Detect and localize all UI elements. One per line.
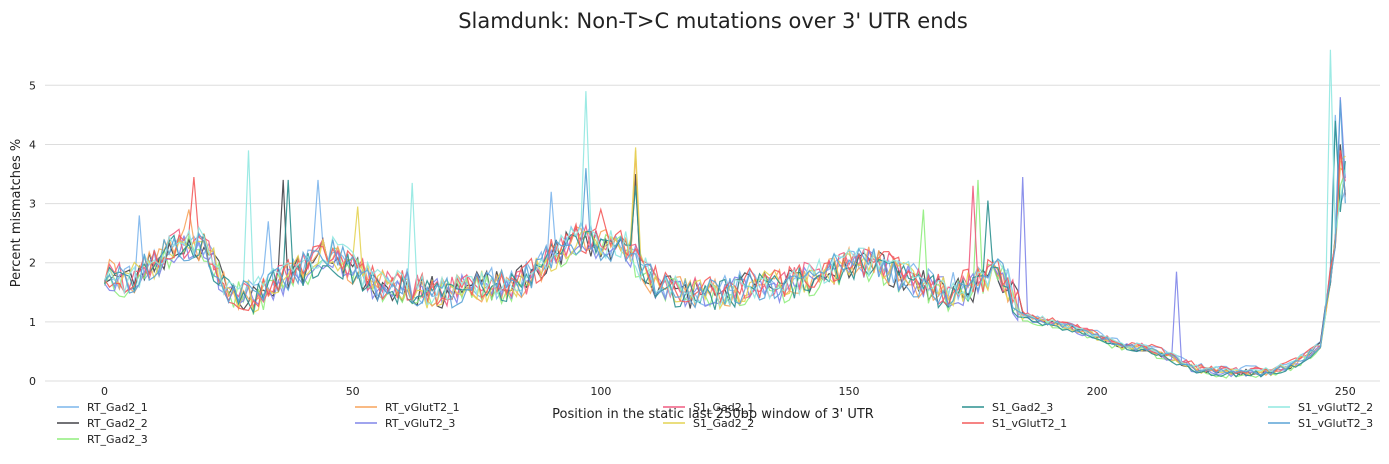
x-tick-label: 50 <box>346 385 360 398</box>
y-tick-label: 4 <box>29 138 36 151</box>
series-lines <box>104 49 1346 379</box>
x-axis-ticks: 0 50 100 150 200 250 <box>101 385 1356 398</box>
grid <box>45 84 1380 382</box>
legend-label: S1_Gad2_1 <box>693 401 754 414</box>
x-axis-label: Position in the static last 250bp window… <box>552 407 874 422</box>
y-tick-label: 1 <box>29 316 36 329</box>
legend-label: S1_Gad2_2 <box>693 417 754 430</box>
series-line <box>104 114 1346 374</box>
legend: RT_Gad2_1 RT_Gad2_2 RT_Gad2_3 RT_vGlutT2_1 R… <box>57 401 1373 446</box>
x-tick-label: 200 <box>1087 385 1108 398</box>
x-tick-label: 0 <box>101 385 108 398</box>
y-tick-label: 5 <box>29 79 36 92</box>
x-tick-label: 100 <box>590 385 611 398</box>
legend-label: S1_vGlutT2_3 <box>1298 417 1373 430</box>
y-tick-label: 2 <box>29 257 36 270</box>
y-tick-label: 0 <box>29 375 36 388</box>
legend-label: S1_vGlutT2_2 <box>1298 401 1373 414</box>
legend-label: S1_Gad2_3 <box>992 401 1053 414</box>
x-tick-label: 250 <box>1335 385 1356 398</box>
legend-label: RT_vGluT2_3 <box>385 417 455 430</box>
series-line <box>104 120 1346 378</box>
series-line <box>104 144 1346 377</box>
y-axis-label: Percent mismatches % <box>9 139 24 287</box>
series-line <box>104 147 1346 377</box>
series-line <box>104 150 1346 374</box>
x-tick-label: 150 <box>838 385 859 398</box>
legend-label: RT_Gad2_3 <box>87 433 148 446</box>
series-line <box>104 150 1346 374</box>
y-axis-ticks: 0 1 2 3 4 5 <box>29 79 36 388</box>
legend-label: S1_vGlutT2_1 <box>992 417 1067 430</box>
legend-label: RT_vGlutT2_1 <box>385 401 460 414</box>
legend-label: RT_Gad2_1 <box>87 401 148 414</box>
chart-title: Slamdunk: Non-T>C mutations over 3' UTR … <box>458 9 968 33</box>
series-line <box>104 49 1346 373</box>
y-tick-label: 3 <box>29 198 36 211</box>
legend-label: RT_Gad2_2 <box>87 417 148 430</box>
series-line <box>104 100 1346 376</box>
